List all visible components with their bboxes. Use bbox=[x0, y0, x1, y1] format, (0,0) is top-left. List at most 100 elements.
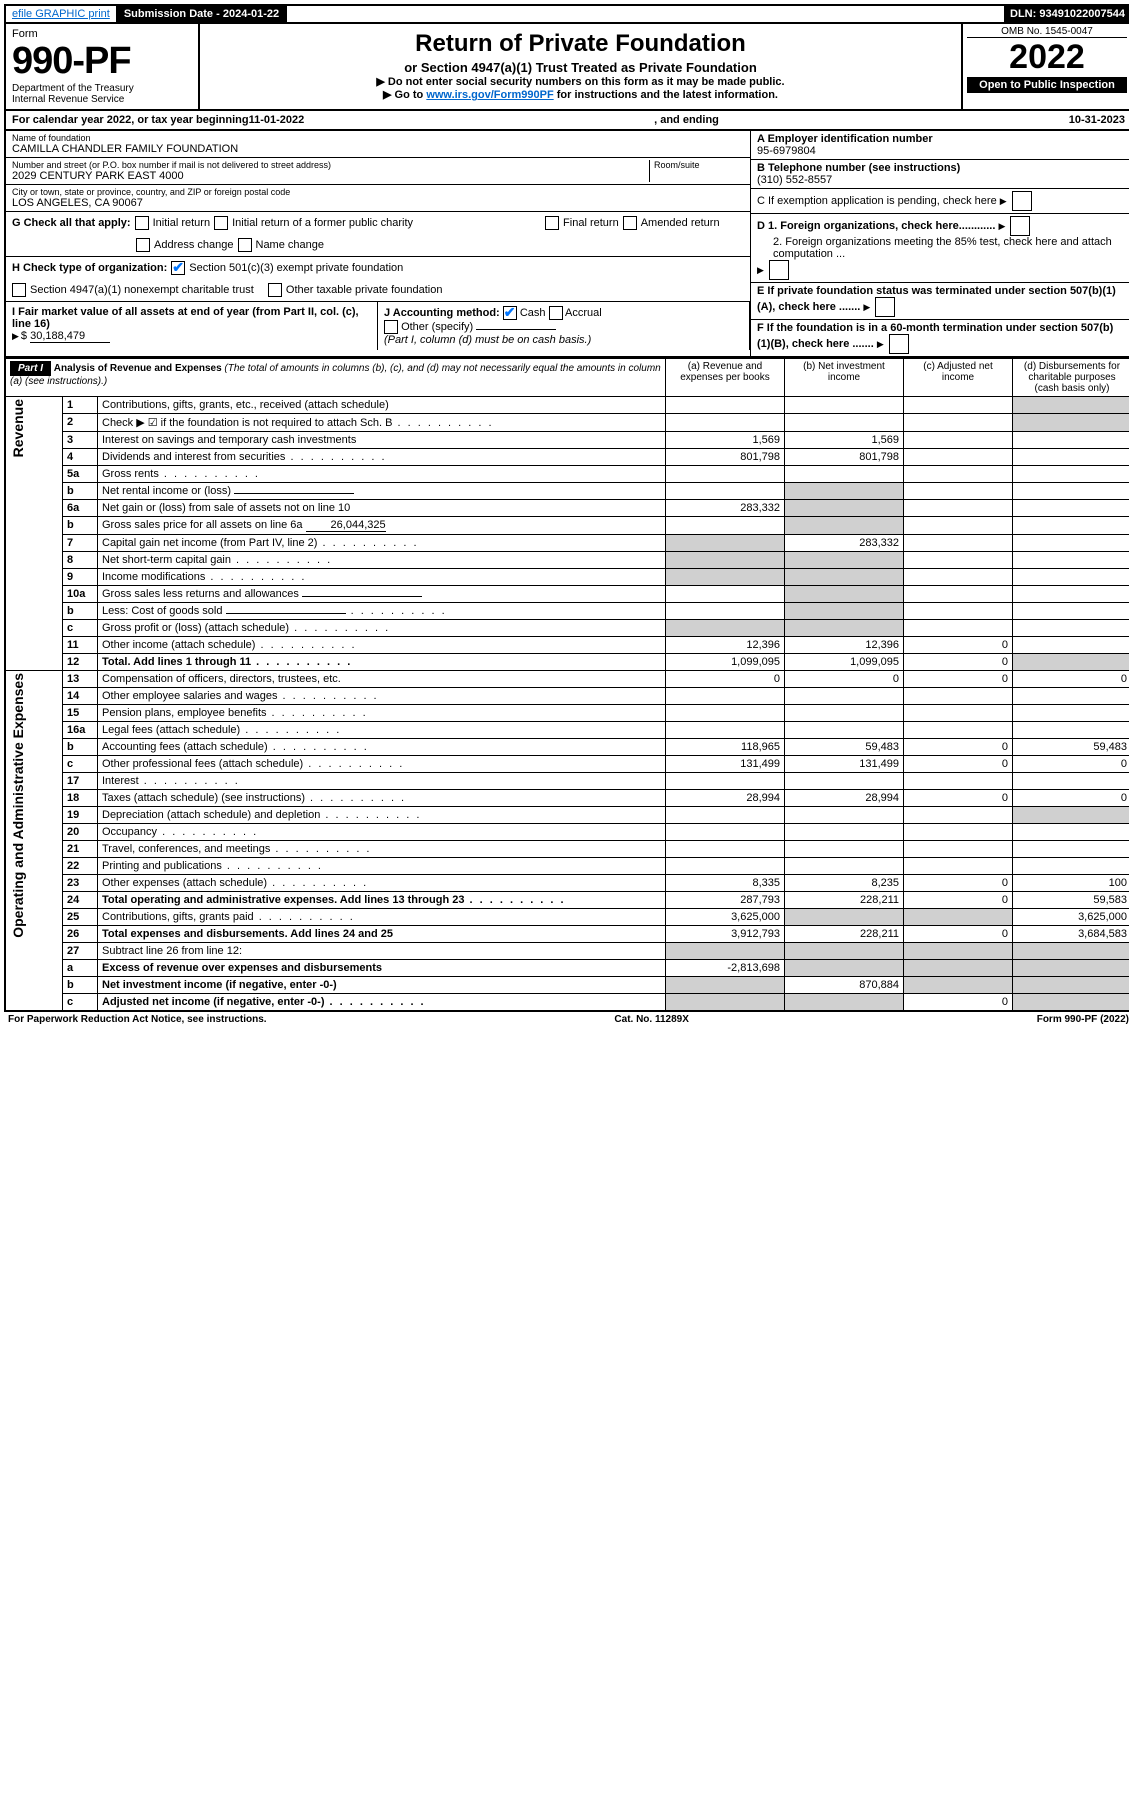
cell-27-b bbox=[785, 943, 904, 960]
top-bar: efile GRAPHIC print Submission Date - 20… bbox=[4, 4, 1129, 24]
cell-24-c: 0 bbox=[904, 892, 1013, 909]
table-row: 27Subtract line 26 from line 12: bbox=[5, 943, 1129, 960]
cell-15-c bbox=[904, 705, 1013, 722]
cell-c-a: 131,499 bbox=[666, 756, 785, 773]
foundation-name: CAMILLA CHANDLER FAMILY FOUNDATION bbox=[12, 143, 744, 155]
table-row: 18Taxes (attach schedule) (see instructi… bbox=[5, 790, 1129, 807]
cell-25-d: 3,625,000 bbox=[1013, 909, 1129, 926]
line-number: 23 bbox=[63, 875, 98, 892]
cell-4-d bbox=[1013, 449, 1129, 466]
irs: Internal Revenue Service bbox=[12, 94, 192, 105]
cell-19-a bbox=[666, 807, 785, 824]
cell-6a-b bbox=[785, 500, 904, 517]
line-number: 13 bbox=[63, 671, 98, 688]
cell-b-b: 870,884 bbox=[785, 977, 904, 994]
cbox-d1[interactable] bbox=[1010, 216, 1030, 236]
line-number: 19 bbox=[63, 807, 98, 824]
cell-b-a bbox=[666, 977, 785, 994]
cell-15-d bbox=[1013, 705, 1129, 722]
col-b: (b) Net investment income bbox=[785, 359, 904, 397]
cell-b-c bbox=[904, 517, 1013, 535]
col-d: (d) Disbursements for charitable purpose… bbox=[1013, 359, 1129, 397]
cbox-cash[interactable] bbox=[503, 306, 517, 320]
cell-b-d: 59,483 bbox=[1013, 739, 1129, 756]
cell-b-c bbox=[904, 977, 1013, 994]
cbox-c[interactable] bbox=[1012, 191, 1032, 211]
cbox-other-tax[interactable] bbox=[268, 283, 282, 297]
cbox-address[interactable] bbox=[136, 238, 150, 252]
table-row: 4Dividends and interest from securities8… bbox=[5, 449, 1129, 466]
line-number: 15 bbox=[63, 705, 98, 722]
cell-7-c bbox=[904, 535, 1013, 552]
line-desc: Gross rents bbox=[98, 466, 666, 483]
line-desc: Net gain or (loss) from sale of assets n… bbox=[98, 500, 666, 517]
line-number: 21 bbox=[63, 841, 98, 858]
cell-c-c: 0 bbox=[904, 994, 1013, 1012]
cell-17-d bbox=[1013, 773, 1129, 790]
cell-9-d bbox=[1013, 569, 1129, 586]
line-number: a bbox=[63, 960, 98, 977]
table-row: cGross profit or (loss) (attach schedule… bbox=[5, 620, 1129, 637]
cbox-e[interactable] bbox=[875, 297, 895, 317]
table-row: 6aNet gain or (loss) from sale of assets… bbox=[5, 500, 1129, 517]
irs-link[interactable]: www.irs.gov/Form990PF bbox=[426, 89, 553, 101]
ein: 95-6979804 bbox=[757, 145, 816, 157]
cbox-final[interactable] bbox=[545, 216, 559, 230]
line-desc: Contributions, gifts, grants, etc., rece… bbox=[98, 397, 666, 414]
note-ssn: ▶ Do not enter social security numbers o… bbox=[208, 75, 953, 88]
cell-14-a bbox=[666, 688, 785, 705]
cell-11-b: 12,396 bbox=[785, 637, 904, 654]
cbox-other-acct[interactable] bbox=[384, 320, 398, 334]
cell-c-d bbox=[1013, 620, 1129, 637]
omb: OMB No. 1545-0047 bbox=[967, 26, 1127, 38]
efile-print[interactable]: efile GRAPHIC print bbox=[6, 6, 118, 22]
line-number: b bbox=[63, 977, 98, 994]
section-d: D 1. Foreign organizations, check here..… bbox=[751, 213, 1129, 282]
cell-26-b: 228,211 bbox=[785, 926, 904, 943]
cell-16a-b bbox=[785, 722, 904, 739]
line-number: 27 bbox=[63, 943, 98, 960]
cell-b-c bbox=[904, 603, 1013, 620]
section-c: C If exemption application is pending, c… bbox=[751, 188, 1129, 213]
cell-1-a bbox=[666, 397, 785, 414]
cell-4-b: 801,798 bbox=[785, 449, 904, 466]
line-desc: Travel, conferences, and meetings bbox=[98, 841, 666, 858]
cbox-initial[interactable] bbox=[135, 216, 149, 230]
line-number: 6a bbox=[63, 500, 98, 517]
cell-19-d bbox=[1013, 807, 1129, 824]
cell-9-c bbox=[904, 569, 1013, 586]
cell-b-d bbox=[1013, 517, 1129, 535]
cbox-amended[interactable] bbox=[623, 216, 637, 230]
cell-c-c bbox=[904, 620, 1013, 637]
line-desc: Gross sales price for all assets on line… bbox=[98, 517, 666, 535]
footer-left: For Paperwork Reduction Act Notice, see … bbox=[8, 1014, 267, 1025]
cell-c-b: 131,499 bbox=[785, 756, 904, 773]
cbox-501c3[interactable] bbox=[171, 261, 185, 275]
line-desc: Total expenses and disbursements. Add li… bbox=[98, 926, 666, 943]
cell-27-a bbox=[666, 943, 785, 960]
cell-12-c: 0 bbox=[904, 654, 1013, 671]
cell-16a-c bbox=[904, 722, 1013, 739]
cell-12-b: 1,099,095 bbox=[785, 654, 904, 671]
table-row: 9Income modifications bbox=[5, 569, 1129, 586]
table-row: Operating and Administrative Expenses13C… bbox=[5, 671, 1129, 688]
cbox-4947[interactable] bbox=[12, 283, 26, 297]
line-number: 11 bbox=[63, 637, 98, 654]
cbox-d2[interactable] bbox=[769, 260, 789, 280]
line-number: 14 bbox=[63, 688, 98, 705]
cbox-name[interactable] bbox=[238, 238, 252, 252]
line-desc: Legal fees (attach schedule) bbox=[98, 722, 666, 739]
line-desc: Accounting fees (attach schedule) bbox=[98, 739, 666, 756]
line-number: c bbox=[63, 994, 98, 1012]
line-number: 18 bbox=[63, 790, 98, 807]
cbox-accrual[interactable] bbox=[549, 306, 563, 320]
cbox-f[interactable] bbox=[889, 334, 909, 354]
cbox-initial-former[interactable] bbox=[214, 216, 228, 230]
cell-8-b bbox=[785, 552, 904, 569]
line-number: b bbox=[63, 739, 98, 756]
table-row: 19Depreciation (attach schedule) and dep… bbox=[5, 807, 1129, 824]
cell-a-b bbox=[785, 960, 904, 977]
table-row: 21Travel, conferences, and meetings bbox=[5, 841, 1129, 858]
cell-8-c bbox=[904, 552, 1013, 569]
cell-4-c bbox=[904, 449, 1013, 466]
